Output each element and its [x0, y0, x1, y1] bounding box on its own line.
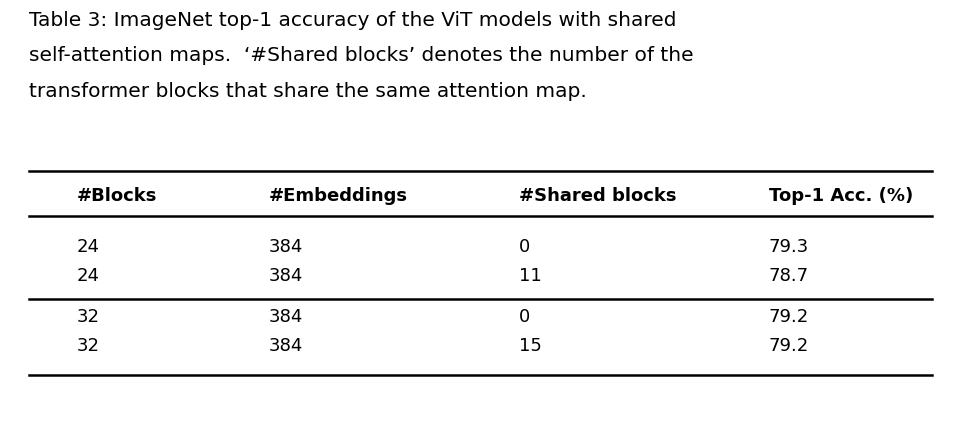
Text: #Embeddings: #Embeddings	[269, 187, 408, 205]
Text: 384: 384	[269, 238, 304, 256]
Text: 384: 384	[269, 337, 304, 355]
Text: 384: 384	[269, 268, 304, 285]
Text: 384: 384	[269, 308, 304, 325]
Text: 0: 0	[519, 308, 530, 325]
Text: 79.3: 79.3	[769, 238, 809, 256]
Text: transformer blocks that share the same attention map.: transformer blocks that share the same a…	[29, 82, 586, 101]
Text: 24: 24	[77, 238, 100, 256]
Text: 0: 0	[519, 238, 530, 256]
Text: 32: 32	[77, 308, 100, 325]
Text: 24: 24	[77, 268, 100, 285]
Text: Top-1 Acc. (%): Top-1 Acc. (%)	[769, 187, 913, 205]
Text: 78.7: 78.7	[769, 268, 809, 285]
Text: 32: 32	[77, 337, 100, 355]
Text: 15: 15	[519, 337, 542, 355]
Text: 79.2: 79.2	[769, 337, 809, 355]
Text: Table 3: ImageNet top-1 accuracy of the ViT models with shared: Table 3: ImageNet top-1 accuracy of the …	[29, 11, 677, 30]
Text: #Shared blocks: #Shared blocks	[519, 187, 677, 205]
Text: 79.2: 79.2	[769, 308, 809, 325]
Text: 11: 11	[519, 268, 542, 285]
Text: #Blocks: #Blocks	[77, 187, 158, 205]
Text: self-attention maps.  ‘#Shared blocks’ denotes the number of the: self-attention maps. ‘#Shared blocks’ de…	[29, 46, 694, 65]
